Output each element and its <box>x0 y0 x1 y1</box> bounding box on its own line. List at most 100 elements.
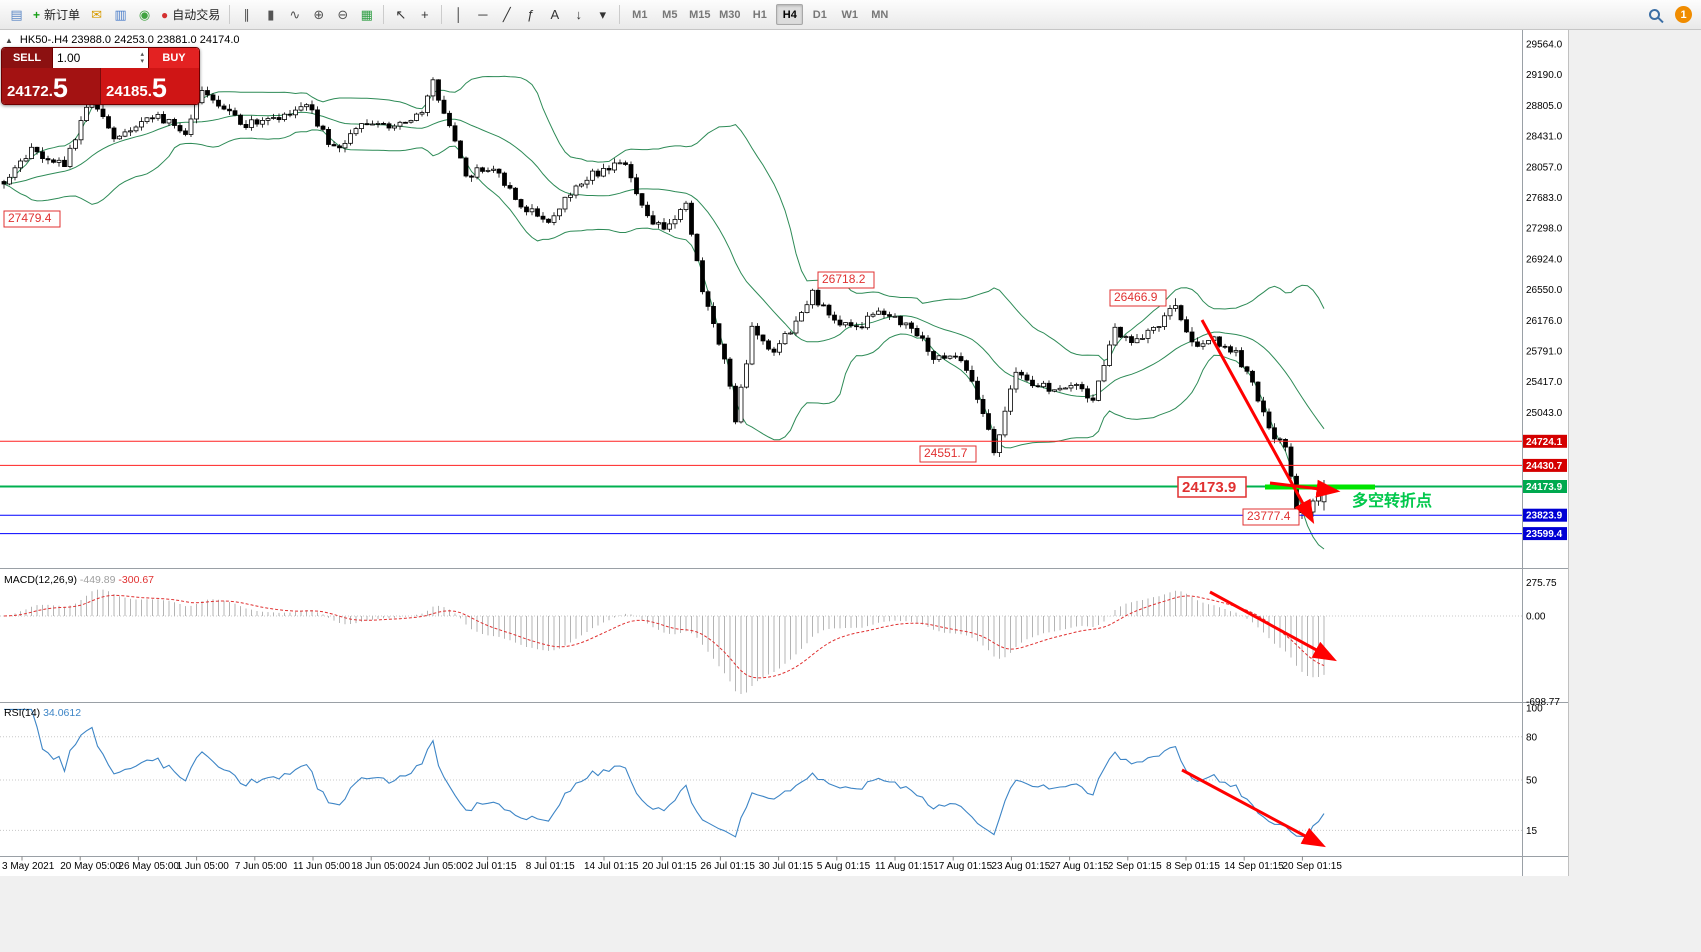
svg-text:24724.1: 24724.1 <box>1526 437 1563 448</box>
strategy-tester-icon[interactable]: ◉ <box>138 6 151 22</box>
time-axis-label: 1 Jun 05:00 <box>177 861 230 872</box>
sell-button[interactable]: SELL <box>2 48 52 68</box>
price-tag: 24724.1 <box>1523 434 1567 448</box>
symbol-info: ▲ HK50-.H4 23988.0 24253.0 23881.0 24174… <box>5 34 240 46</box>
sell-price-main: 24172. <box>7 82 53 100</box>
timeframe-m5-button[interactable]: M5 <box>662 8 678 21</box>
horizontal-line-icon[interactable]: ─ <box>478 7 488 22</box>
timeframe-m15-button[interactable]: M15 <box>689 8 711 21</box>
timeframe-mn-button[interactable]: MN <box>871 8 889 21</box>
toolbar-separator <box>383 5 385 24</box>
price-callout[interactable]: 27479.4 <box>3 210 61 228</box>
zoom-out-icon[interactable]: ⊖ <box>337 6 349 22</box>
text-tool-icon[interactable]: A <box>550 7 560 22</box>
rsi-label: RSI(14) 34.0612 <box>4 707 81 719</box>
symbol-ohlc-text: HK50-.H4 23988.0 24253.0 23881.0 24174.0 <box>19 34 240 46</box>
new-order-button-icon: + <box>33 7 41 22</box>
time-axis-label: 14 Sep 01:15 <box>1224 861 1284 872</box>
svg-text:26176.0: 26176.0 <box>1526 316 1563 327</box>
price-tag: 23599.4 <box>1523 527 1567 541</box>
auto-trading-button-icon: ● <box>161 7 169 22</box>
bar-chart-mode-icon[interactable]: ∥ <box>243 6 251 22</box>
one-click-toggle-icon[interactable]: ▲ <box>5 35 13 45</box>
time-axis-label: 14 Jul 01:15 <box>584 861 639 872</box>
price-tag: 24173.9 <box>1523 480 1567 493</box>
svg-text:27683.0: 27683.0 <box>1526 193 1563 204</box>
time-axis-label: 20 Sep 01:15 <box>1282 861 1342 872</box>
price-callout[interactable]: 26718.2 <box>817 271 875 289</box>
svg-text:29190.0: 29190.0 <box>1526 70 1563 81</box>
timeframe-h4-button[interactable]: H4 <box>776 4 804 25</box>
rsi-axis-label: 100 <box>1526 704 1543 715</box>
svg-text:28805.0: 28805.0 <box>1526 101 1563 112</box>
arrows-tool-icon[interactable]: ↓ <box>575 7 583 22</box>
timeframe-m30-button[interactable]: M30 <box>719 8 741 21</box>
svg-text:28431.0: 28431.0 <box>1526 132 1563 143</box>
price-callout[interactable]: 24551.7 <box>919 445 977 463</box>
new-chart-icon[interactable]: ▤ <box>10 6 23 22</box>
timeframe-d1-button[interactable]: D1 <box>812 8 827 21</box>
buy-price[interactable]: 24185. 5 <box>100 68 199 104</box>
line-chart-mode-icon[interactable]: ∿ <box>289 6 301 22</box>
turning-point-annotation[interactable]: 多空转折点 <box>1352 491 1432 510</box>
time-axis-label: 8 Sep 01:15 <box>1166 861 1220 872</box>
notification-badge[interactable]: 1 <box>1675 6 1692 23</box>
svg-text:27479.4: 27479.4 <box>8 211 52 225</box>
fibonacci-icon[interactable]: ƒ <box>527 7 535 22</box>
toolbar: ▤ + 新订单 ✉ ▥ ◉ ● 自动交易 ∥ ▮ ∿ ⊕ ⊖ ▦ ↖ + │ ─ ╱ ƒ A ↓ ▾ M1 M5 M15 M30 H1… <box>0 0 1701 30</box>
timeframe-w1-button[interactable]: W1 <box>841 8 859 21</box>
svg-text:29564.0: 29564.0 <box>1526 40 1563 51</box>
volume-value: 1.00 <box>57 51 81 65</box>
price-callout[interactable]: 26466.9 <box>1109 289 1167 307</box>
time-axis-label: 26 May 05:00 <box>118 861 179 872</box>
auto-trading-button-label: 自动交易 <box>172 8 221 22</box>
buy-price-main: 24185. <box>106 82 152 100</box>
vertical-line-icon[interactable]: │ <box>454 7 463 22</box>
macd-axis-label: 0.00 <box>1526 612 1546 623</box>
svg-text:28057.0: 28057.0 <box>1526 162 1563 173</box>
time-axis-label: 2 Sep 01:15 <box>1108 861 1162 872</box>
time-axis-label: 18 Jun 05:00 <box>351 861 409 872</box>
svg-text:24173.9: 24173.9 <box>1526 482 1563 493</box>
price-tag: 23823.9 <box>1523 508 1567 522</box>
market-watch-icon[interactable]: ▥ <box>114 6 127 22</box>
trend-arrow[interactable] <box>1209 590 1337 662</box>
toolbar-separator <box>229 5 231 24</box>
buy-button[interactable]: BUY <box>149 48 199 68</box>
timeframe-h1-button[interactable]: H1 <box>752 8 767 21</box>
window-empty-area <box>1568 30 1701 876</box>
svg-text:26466.9: 26466.9 <box>1114 290 1158 304</box>
mail-icon[interactable]: ✉ <box>91 6 102 22</box>
indicators-dropdown-icon[interactable]: ▾ <box>599 6 607 22</box>
macd-axis-label: 275.75 <box>1526 578 1557 589</box>
crosshair-icon[interactable]: + <box>421 7 429 22</box>
svg-text:24551.7: 24551.7 <box>924 446 968 460</box>
volume-stepper-icon[interactable]: ▴ ▾ <box>140 51 144 65</box>
timeframe-m1-button[interactable]: M1 <box>632 8 648 21</box>
zoom-in-icon[interactable]: ⊕ <box>313 6 325 22</box>
macd-axis-label: -698.77 <box>1526 697 1560 708</box>
time-axis-label: 2 Jul 01:15 <box>468 861 517 872</box>
bollinger-upper-band <box>3 75 1325 362</box>
auto-trading-button[interactable]: ● 自动交易 <box>157 3 224 27</box>
search-icon[interactable] <box>1645 3 1670 27</box>
trend-arrow[interactable] <box>1269 479 1341 498</box>
price-callout[interactable]: 24173.9 <box>1177 476 1247 498</box>
new-order-button[interactable]: + 新订单 <box>29 3 84 27</box>
trendline-icon[interactable]: ╱ <box>502 6 511 22</box>
bollinger-lower-band <box>3 129 1325 550</box>
tile-windows-icon[interactable]: ▦ <box>360 6 373 22</box>
candlestick-series <box>1 77 1327 519</box>
cursor-icon[interactable]: ↖ <box>395 6 407 22</box>
trend-arrow[interactable] <box>1181 768 1326 848</box>
chart-background <box>0 30 1568 876</box>
sell-price[interactable]: 24172. 5 <box>2 68 100 104</box>
time-axis-label: 24 Jun 05:00 <box>409 861 467 872</box>
price-callout[interactable]: 23777.4 <box>1242 508 1300 526</box>
window-bottom-area <box>0 876 1701 952</box>
candlestick-mode-icon[interactable]: ▮ <box>267 6 275 22</box>
volume-input[interactable]: 1.00 ▴ ▾ <box>52 48 149 68</box>
magnifier-glyph <box>1649 9 1660 20</box>
